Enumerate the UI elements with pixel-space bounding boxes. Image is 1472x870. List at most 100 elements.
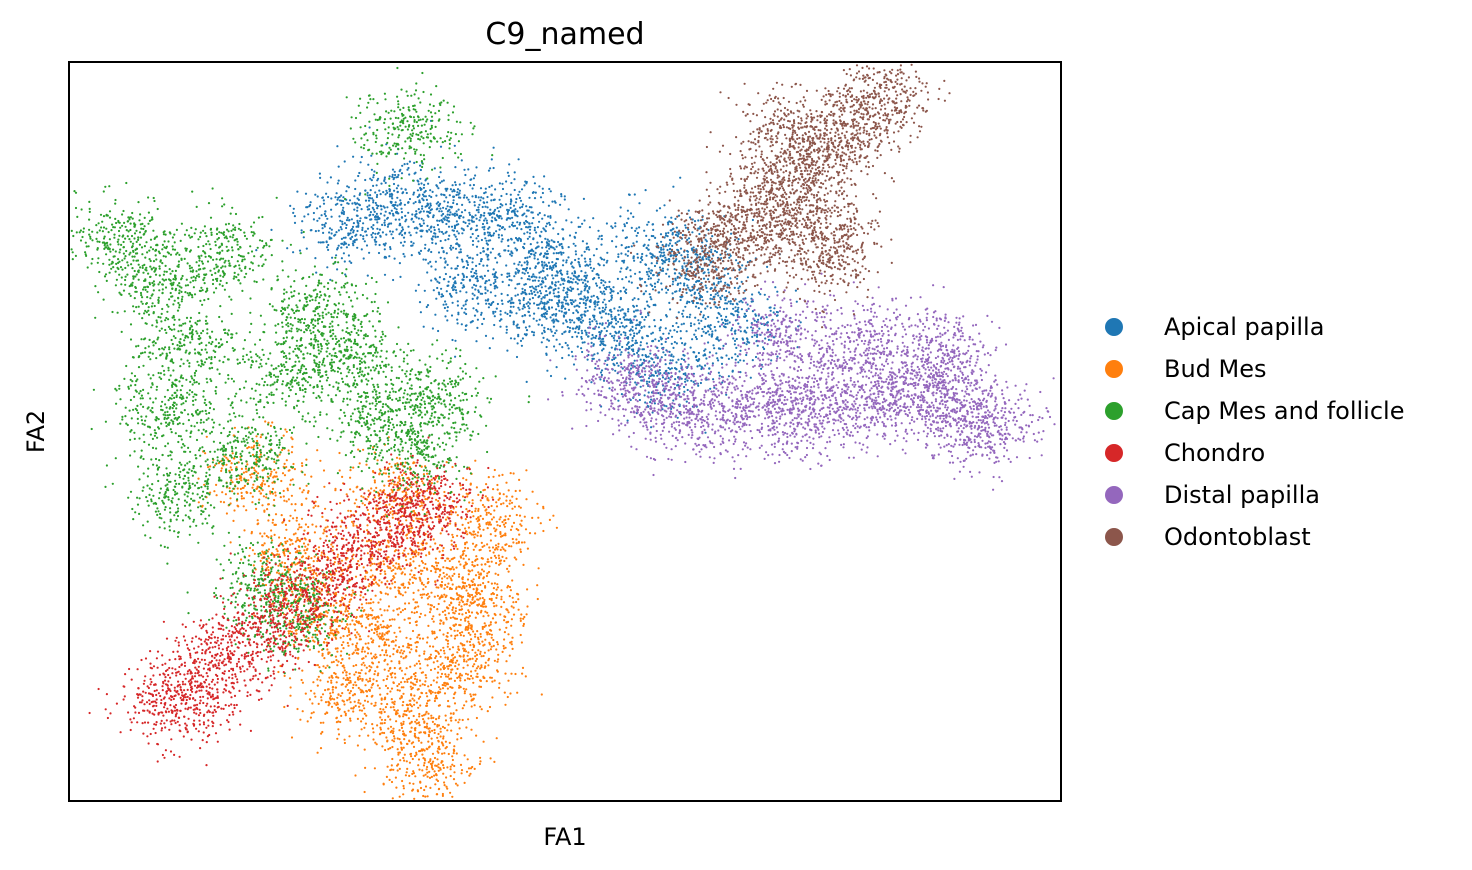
data-point [298, 526, 300, 528]
data-point [335, 231, 337, 233]
data-point [617, 310, 619, 312]
data-point [546, 256, 548, 258]
data-point [391, 582, 393, 584]
data-point [646, 342, 648, 344]
data-point [588, 288, 590, 290]
data-point [624, 225, 626, 227]
data-point [580, 291, 582, 293]
data-point [674, 218, 676, 220]
data-point [356, 230, 358, 232]
data-point [610, 314, 612, 316]
data-point [441, 581, 443, 583]
data-point [660, 233, 662, 235]
data-point [542, 277, 544, 279]
data-point [569, 319, 571, 321]
data-point [421, 218, 423, 220]
data-point [372, 176, 374, 178]
data-point [241, 497, 243, 499]
data-point [352, 558, 354, 560]
data-point [544, 297, 546, 299]
chart-title: C9_named [485, 17, 644, 52]
data-point [707, 325, 709, 327]
data-point [413, 162, 415, 164]
data-point [373, 632, 375, 634]
data-point [377, 672, 379, 674]
data-point [384, 669, 386, 671]
data-point [418, 655, 420, 657]
data-point [622, 229, 624, 231]
data-point [678, 260, 680, 262]
data-point [299, 719, 301, 721]
data-point [747, 276, 749, 278]
data-point [688, 210, 690, 212]
data-point [316, 575, 318, 577]
data-point [446, 217, 448, 219]
data-point [241, 468, 243, 470]
data-point [307, 720, 309, 722]
data-point [378, 645, 380, 647]
data-point [337, 199, 339, 201]
data-point [381, 626, 383, 628]
data-point [516, 210, 518, 212]
data-point [384, 573, 386, 575]
data-point [378, 711, 380, 713]
data-point [665, 243, 667, 245]
data-point [252, 496, 254, 498]
data-point [326, 535, 328, 537]
data-point [362, 678, 364, 680]
data-point [501, 240, 503, 242]
data-point [294, 563, 296, 565]
data-point [360, 594, 362, 596]
data-point [487, 300, 489, 302]
data-point [476, 254, 478, 256]
data-point [530, 243, 532, 245]
data-point [716, 357, 718, 359]
data-point [476, 327, 478, 329]
data-point [678, 240, 680, 242]
data-point [533, 276, 535, 278]
data-point [508, 175, 510, 177]
data-point [504, 249, 506, 251]
data-point [240, 479, 242, 481]
data-point [327, 244, 329, 246]
data-point [669, 308, 671, 310]
data-point [336, 664, 338, 666]
data-point [644, 263, 646, 265]
data-point [491, 194, 493, 196]
data-point [517, 194, 519, 196]
data-point [494, 315, 496, 317]
data-point [343, 700, 345, 702]
data-point [337, 694, 339, 696]
data-point [364, 578, 366, 580]
data-point [416, 624, 418, 626]
data-point [437, 187, 439, 189]
data-point [403, 237, 405, 239]
data-point [483, 228, 485, 230]
data-point [488, 226, 490, 228]
data-point [660, 319, 662, 321]
data-point [346, 224, 348, 226]
data-point [443, 304, 445, 306]
data-point [230, 541, 232, 543]
data-point [474, 272, 476, 274]
data-point [358, 564, 360, 566]
data-point [644, 374, 646, 376]
data-point [676, 331, 678, 333]
data-point [645, 255, 647, 257]
data-point [638, 226, 640, 228]
data-point [679, 296, 681, 298]
data-point [739, 359, 741, 361]
data-point [452, 285, 454, 287]
data-point [463, 312, 465, 314]
data-point [596, 248, 598, 250]
data-point [343, 213, 345, 215]
data-point [500, 318, 502, 320]
data-point [463, 221, 465, 223]
data-point [456, 214, 458, 216]
data-point [714, 250, 716, 252]
data-point [736, 303, 738, 305]
data-point [676, 241, 678, 243]
data-point [354, 693, 356, 695]
data-point [397, 174, 399, 176]
data-point [577, 217, 579, 219]
